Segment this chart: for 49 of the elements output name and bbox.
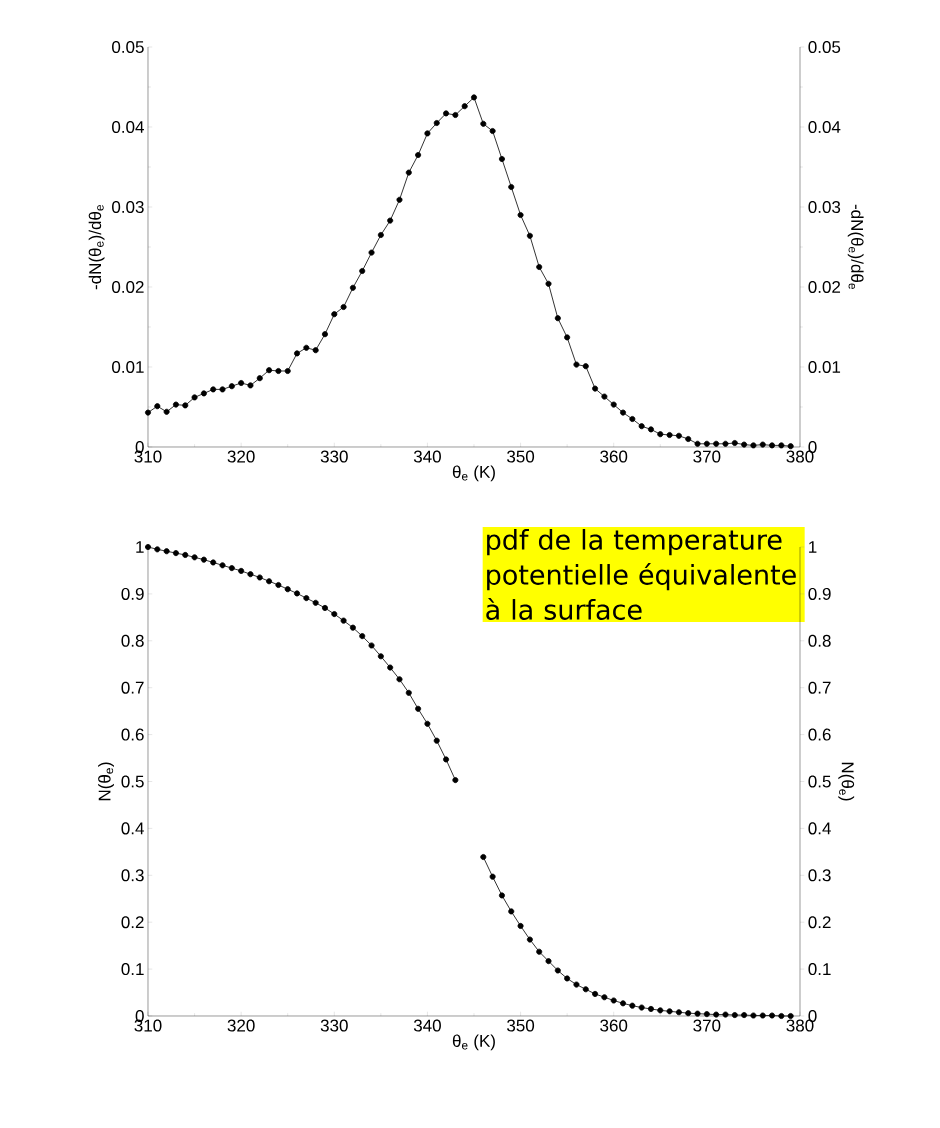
x-tick-label: 350 bbox=[507, 1019, 535, 1032]
x-tick-label: 350 bbox=[507, 450, 535, 463]
y-tick-label: 0.5 bbox=[121, 775, 144, 788]
x-axis-title: θ$_{e}$ (K) bbox=[452, 465, 495, 482]
y2-tick-label: 0.2 bbox=[808, 916, 831, 929]
y2-tick-label: 0.7 bbox=[808, 681, 831, 694]
y-tick-label: 0.7 bbox=[121, 681, 144, 694]
y2-tick-label: 0.6 bbox=[808, 728, 831, 741]
y2-tick-label: 0.02 bbox=[808, 280, 841, 294]
y-tick-label: 0.1 bbox=[121, 963, 144, 976]
x-tick-label: 320 bbox=[227, 1019, 255, 1032]
y2-tick-label: 0.03 bbox=[808, 200, 841, 214]
x-tick-label: 370 bbox=[693, 450, 721, 463]
y-tick-label: 0.01 bbox=[112, 360, 144, 374]
y-tick-label: 0.8 bbox=[121, 634, 144, 647]
x-tick-label: 370 bbox=[693, 1019, 721, 1032]
x-tick-label: 330 bbox=[320, 450, 348, 463]
x-tick-label: 360 bbox=[600, 1019, 628, 1032]
y2-tick-label: 0.05 bbox=[808, 40, 841, 54]
y2-tick-label: 0.01 bbox=[808, 360, 841, 374]
y-tick-label: 0.05 bbox=[112, 40, 144, 54]
y2-tick-label: 0.04 bbox=[808, 120, 841, 134]
x-tick-label: 360 bbox=[600, 450, 628, 463]
y2-tick-label: 0.9 bbox=[808, 587, 831, 600]
x-tick-label: 340 bbox=[413, 1019, 441, 1032]
y2-tick-label: 0.8 bbox=[808, 634, 831, 647]
x-tick-label: 340 bbox=[413, 450, 441, 463]
y2-tick-label: 0.5 bbox=[808, 775, 831, 788]
y-tick-label: 0.02 bbox=[112, 280, 144, 294]
y2-tick-label: 0.1 bbox=[808, 963, 831, 976]
y-tick-label: 0.9 bbox=[121, 587, 144, 600]
y-tick-label: 0.3 bbox=[121, 869, 144, 882]
y-axis-title: -dN(θ$_{e}$)/dθ$_{e}$ bbox=[88, 205, 105, 290]
x-tick-label: 330 bbox=[320, 1019, 348, 1032]
x-tick-label: 320 bbox=[227, 450, 255, 463]
y-tick-label: 0.6 bbox=[121, 728, 144, 741]
y2-axis-title: N(θ$_{e}$) bbox=[838, 762, 855, 801]
y2-axis-title: -dN(θ$_{e}$)/dθ$_{e}$ bbox=[847, 204, 864, 289]
y-axis-title: N(θ$_{e}$) bbox=[98, 762, 114, 801]
y2-tick-label: 0.3 bbox=[808, 869, 831, 882]
y-tick-label: 1 bbox=[136, 541, 144, 553]
x-axis-title: θ$_{e}$ (K) bbox=[452, 1034, 495, 1051]
y-tick-label: 0.03 bbox=[112, 200, 144, 214]
y2-tick-label: 0.4 bbox=[808, 822, 831, 835]
annotation: pdf de la temperature potentielle équivalente à la surface bbox=[486, 529, 796, 620]
y2-tick-label: 1 bbox=[809, 541, 817, 553]
y-tick-label: 0.4 bbox=[121, 822, 144, 835]
y-tick-label: 0.04 bbox=[112, 120, 144, 134]
y-tick-label: 0.2 bbox=[121, 916, 144, 929]
